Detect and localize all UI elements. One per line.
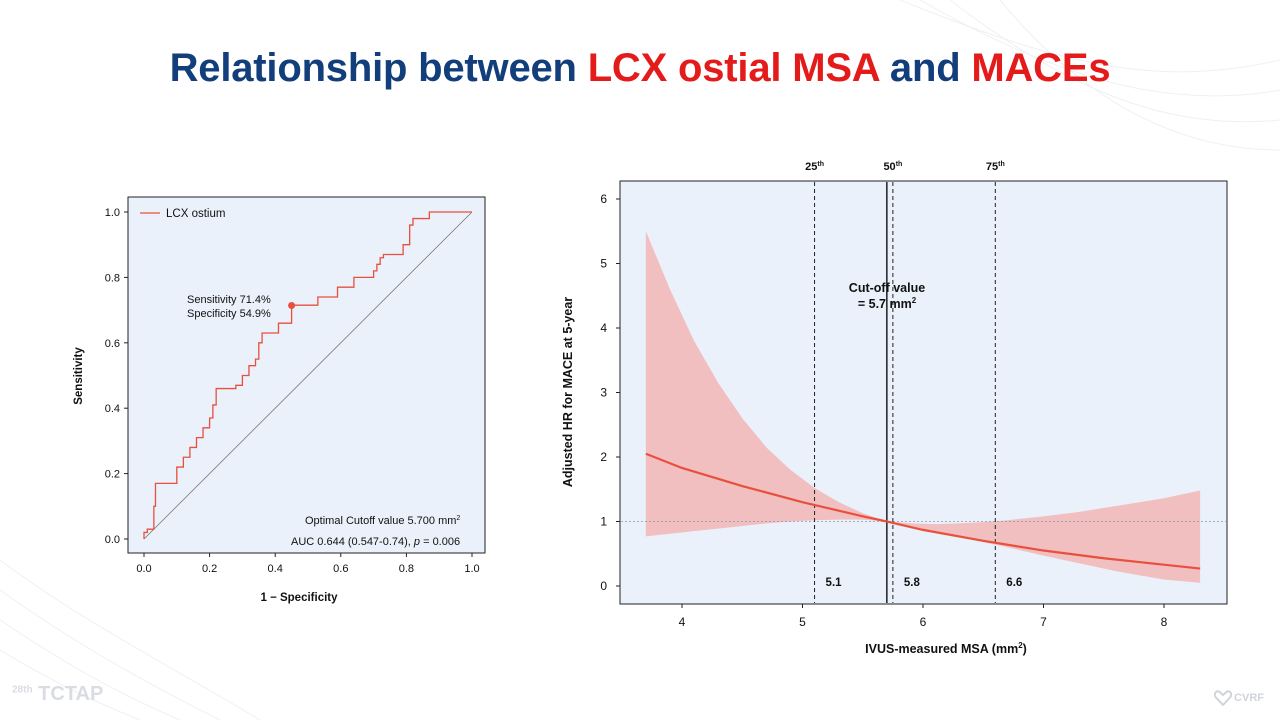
roc-x-tick-label: 0.0 bbox=[136, 563, 151, 575]
footer-event-name: TCTAP bbox=[38, 683, 104, 705]
roc-x-tick-label: 0.2 bbox=[202, 563, 217, 575]
hr-percentile-label-num: 25 bbox=[805, 161, 817, 173]
roc-cutoff-sup: 2 bbox=[456, 515, 460, 522]
roc-y-tick-label: 0.2 bbox=[105, 469, 120, 481]
hr-percentile-label: 50th bbox=[883, 161, 902, 173]
hr-ticks: 4 5 6 7 8 0 1 2 3 4 5 6 bbox=[600, 192, 1167, 629]
title-part2: and bbox=[879, 46, 972, 90]
title-highlight-msa: LCX ostial MSA bbox=[587, 46, 880, 90]
hr-x-tick-label: 8 bbox=[1161, 615, 1168, 629]
hr-percentile-label-sup: th bbox=[896, 161, 903, 168]
hr-y-tick-label: 5 bbox=[600, 257, 607, 271]
roc-x-axis-label: 1 − Specificity bbox=[260, 592, 338, 604]
title-part1: Relationship between bbox=[169, 46, 588, 90]
roc-y-tick-label: 1.0 bbox=[105, 207, 120, 219]
hr-percentile-label-sup: th bbox=[998, 161, 1005, 168]
hr-y-axis-label: Adjusted HR for MACE at 5-year bbox=[561, 297, 575, 487]
roc-ticks: 0.0 0.2 0.4 0.6 0.8 1.0 0.0 0.2 0.4 0.6 0.8 1.0 bbox=[105, 207, 480, 575]
hr-x-tick-label: 6 bbox=[920, 615, 927, 629]
roc-x-tick-label: 1.0 bbox=[464, 563, 479, 575]
hr-x-axis-label-text: IVUS-measured MSA (mm bbox=[865, 642, 1018, 656]
roc-curve-lcx-ostium bbox=[143, 211, 472, 539]
hr-cutoff-value-text: = 5.7 mm bbox=[858, 297, 912, 311]
hr-y-tick-label: 6 bbox=[600, 192, 607, 206]
roc-y-tick-label: 0.0 bbox=[105, 534, 120, 546]
roc-cutoff-text: Optimal Cutoff value 5.700 mm bbox=[305, 515, 456, 527]
hr-percentile-label-num: 50 bbox=[883, 161, 895, 173]
roc-x-tick-label: 0.8 bbox=[399, 563, 414, 575]
hr-y-tick-label: 3 bbox=[600, 386, 607, 400]
roc-sensitivity-annotation: Sensitivity 71.4% bbox=[187, 294, 271, 306]
hr-percentile-label-sup: th bbox=[817, 161, 824, 168]
roc-auc-suffix: = 0.006 bbox=[420, 536, 460, 548]
hr-x-axis-label-sup: 2 bbox=[1018, 641, 1023, 650]
hr-spline-curve bbox=[645, 452, 1201, 570]
footer-cvrf-logo: CVRF bbox=[1214, 690, 1264, 706]
hr-cutoff-label: Cut-off value bbox=[849, 281, 925, 295]
hr-percentile-label: 25th bbox=[805, 161, 824, 173]
hr-y-tick-label: 4 bbox=[600, 321, 607, 335]
roc-plot-area bbox=[127, 196, 486, 554]
roc-y-axis-label: Sensitivity bbox=[73, 347, 85, 405]
roc-x-tick-label: 0.6 bbox=[333, 563, 348, 575]
hr-cutoff-value: = 5.7 mm2 bbox=[858, 296, 917, 311]
hr-x-axis-label-end: ) bbox=[1023, 642, 1027, 656]
roc-y-tick-label: 0.8 bbox=[105, 272, 120, 284]
title-highlight-maces: MACEs bbox=[971, 46, 1111, 90]
roc-diagonal-line bbox=[143, 211, 473, 540]
hr-percentile-label-num: 75 bbox=[986, 161, 998, 173]
hr-x-tick-label: 7 bbox=[1040, 615, 1047, 629]
hr-percentile-value: 5.1 bbox=[826, 577, 843, 589]
roc-auc-p: p bbox=[413, 536, 420, 548]
roc-y-tick-label: 0.4 bbox=[105, 403, 120, 415]
roc-x-tick-label: 0.4 bbox=[268, 563, 283, 575]
hr-percentile-value: 6.6 bbox=[1006, 577, 1022, 589]
hr-y-tick-label: 2 bbox=[600, 450, 607, 464]
roc-legend-label: LCX ostium bbox=[166, 208, 225, 220]
cvrf-logo-text: CVRF bbox=[1234, 692, 1264, 704]
footer-event-logo: 28th TCTAP bbox=[12, 683, 103, 706]
footer-event-sup: 28th bbox=[12, 684, 33, 696]
hr-confidence-band bbox=[645, 231, 1201, 583]
roc-specificity-annotation: Specificity 54.9% bbox=[187, 308, 271, 320]
hr-x-tick-label: 5 bbox=[799, 615, 806, 629]
roc-y-tick-label: 0.6 bbox=[105, 338, 120, 350]
cvrf-heart-icon bbox=[1214, 690, 1233, 706]
hr-y-tick-label: 1 bbox=[600, 515, 607, 529]
roc-auc-prefix: AUC 0.644 (0.547-0.74), bbox=[291, 536, 414, 548]
page-title: Relationship between LCX ostial MSA and … bbox=[0, 46, 1280, 91]
hr-y-tick-label: 0 bbox=[600, 579, 607, 593]
hr-x-tick-label: 4 bbox=[679, 615, 686, 629]
hr-x-axis-label: IVUS-measured MSA (mm2) bbox=[865, 641, 1027, 656]
hr-percentile-value: 5.8 bbox=[904, 577, 921, 589]
hr-cutoff-value-sup: 2 bbox=[912, 296, 917, 305]
roc-optimal-point bbox=[288, 302, 296, 310]
roc-auc-annotation: AUC 0.644 (0.547-0.74), p = 0.006 bbox=[291, 536, 460, 548]
roc-cutoff-annotation: Optimal Cutoff value 5.700 mm2 bbox=[305, 515, 460, 527]
hr-percentile-label: 75th bbox=[986, 161, 1005, 173]
